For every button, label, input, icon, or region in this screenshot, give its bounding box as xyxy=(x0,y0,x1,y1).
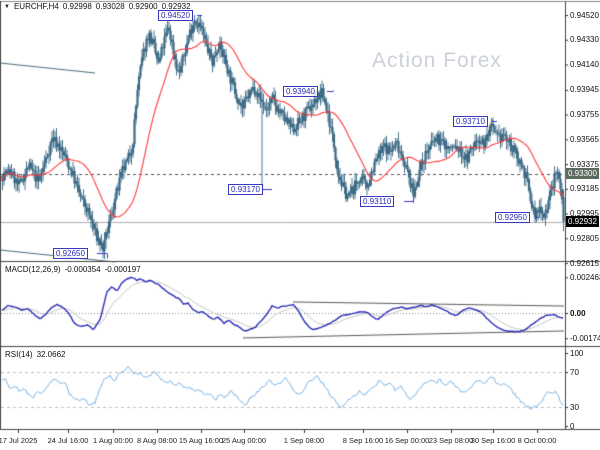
rsi-value: 32.0662 xyxy=(36,350,66,359)
time-axis-label: 15 Aug 16:00 xyxy=(178,436,224,445)
macd-axis-label: 0.00 xyxy=(570,308,586,318)
time-axis-label: 25 Aug 00:00 xyxy=(221,436,267,445)
price-axis-label: 0.93375 xyxy=(570,159,599,169)
price-axis-label: 0.93945 xyxy=(570,85,599,95)
macd-axis-label: -0.00174 xyxy=(570,333,600,343)
time-axis-label: 30 Sep 16:00 xyxy=(470,436,516,445)
time-axis-label: 23 Sep 08:00 xyxy=(428,436,474,445)
price-axis-label: 0.94140 xyxy=(570,59,599,69)
ohlc-close: 0.92932 xyxy=(161,2,191,11)
bid-price-tag: 0.93300 xyxy=(566,168,599,180)
time-axis-label: 1 Aug 00:00 xyxy=(92,436,134,445)
last-price-tag: 0.92932 xyxy=(566,216,599,228)
ohlc-high: 0.93028 xyxy=(95,2,125,11)
rsi-indicator-label: RSI(14) 32.0662 xyxy=(5,350,65,359)
rsi-name: RSI(14) xyxy=(5,350,33,359)
rsi-axis-label: 70 xyxy=(570,367,579,377)
price-annotation[interactable]: 0.92650 xyxy=(53,248,88,259)
watermark: Action Forex xyxy=(372,49,502,72)
time-axis-label: 8 Oct 00:00 xyxy=(517,436,557,445)
symbol-name: EURCHF,H4 xyxy=(13,2,59,11)
price-annotation[interactable]: 0.93170 xyxy=(228,184,263,195)
price-annotation[interactable]: 0.94520 xyxy=(158,10,193,21)
time-axis-label: 8 Aug 08:00 xyxy=(136,436,178,445)
price-axis-label: 0.92995 xyxy=(570,209,599,219)
price-axis-label: 0.94520 xyxy=(570,10,599,20)
price-axis-label: 0.94330 xyxy=(570,35,599,45)
rsi-axis-label: 30 xyxy=(570,402,579,412)
price-axis-label: 0.92805 xyxy=(570,233,599,243)
macd-axis-label: 0.002463 xyxy=(570,272,600,282)
price-axis-label: 0.93755 xyxy=(570,110,599,120)
price-axis-label: 0.92615 xyxy=(570,258,599,268)
price-annotation[interactable]: 0.92950 xyxy=(495,212,530,223)
symbol-header: ▼ EURCHF,H4 0.92998 0.93028 0.92900 0.92… xyxy=(4,2,191,11)
macd-value-signal: -0.000197 xyxy=(104,265,141,274)
price-axis-label: 0.93185 xyxy=(570,184,599,194)
time-axis-label: 8 Sep 16:00 xyxy=(342,436,384,445)
macd-name: MACD(12,26,9) xyxy=(5,265,61,274)
time-axis-label: 16 Sep 00:00 xyxy=(384,436,430,445)
collapse-indicator-icon[interactable]: ▼ xyxy=(4,3,10,10)
price-annotation[interactable]: 0.93940 xyxy=(283,86,318,97)
price-annotation[interactable]: 0.93110 xyxy=(360,196,395,207)
time-axis-label: 17 Jul 2025 xyxy=(0,436,38,445)
rsi-axis-label: 100 xyxy=(570,348,584,358)
time-axis-label: 1 Sep 08:00 xyxy=(283,436,325,445)
macd-indicator-label: MACD(12,26,9) -0.000354 -0.000197 xyxy=(5,265,141,274)
macd-value-main: -0.000354 xyxy=(64,265,101,274)
rsi-axis-label: 0 xyxy=(570,421,575,431)
ohlc-low: 0.92900 xyxy=(128,2,158,11)
price-axis-label: 0.93565 xyxy=(570,134,599,144)
price-annotation[interactable]: 0.93710 xyxy=(453,116,488,127)
ohlc-open: 0.92998 xyxy=(62,2,92,11)
time-axis-label: 24 Jul 16:00 xyxy=(47,436,89,445)
